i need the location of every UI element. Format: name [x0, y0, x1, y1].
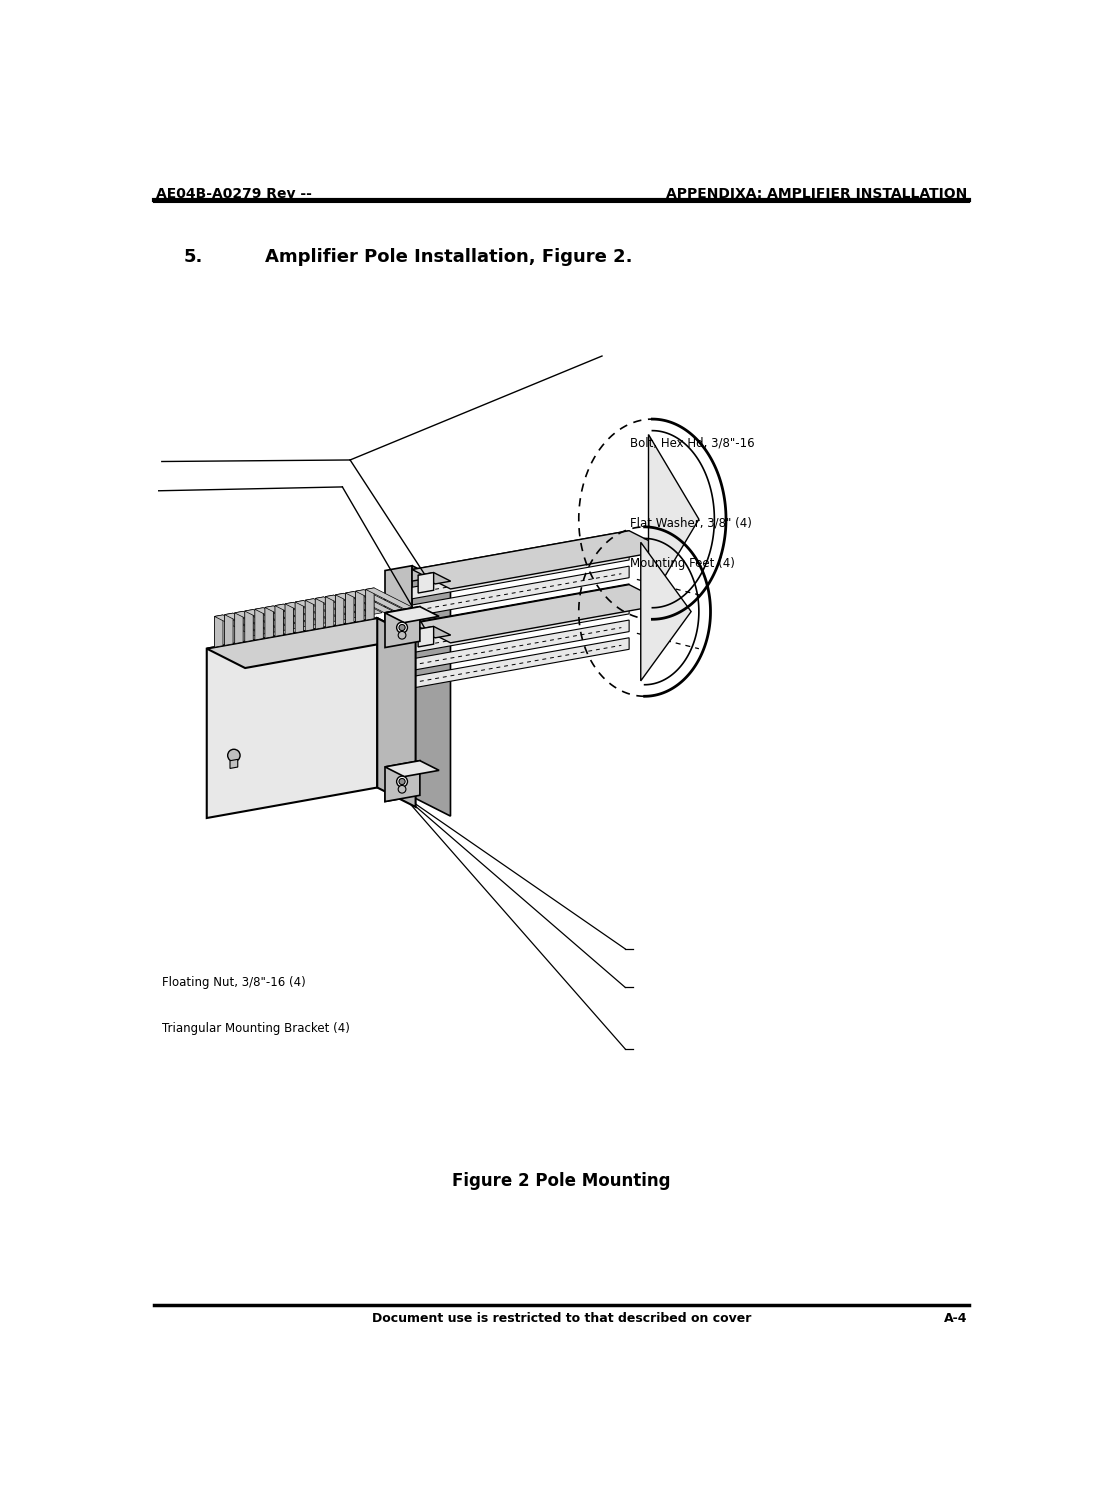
- Polygon shape: [412, 531, 629, 581]
- Polygon shape: [295, 601, 304, 632]
- Text: Document use is restricted to that described on cover: Document use is restricted to that descr…: [372, 1312, 752, 1325]
- Polygon shape: [412, 584, 667, 643]
- Polygon shape: [254, 608, 263, 640]
- Polygon shape: [285, 602, 294, 635]
- Polygon shape: [235, 611, 282, 632]
- Polygon shape: [215, 614, 261, 635]
- Circle shape: [399, 778, 406, 784]
- Text: Bolt, Hex Hd, 3/8"-16: Bolt, Hex Hd, 3/8"-16: [629, 437, 754, 449]
- Polygon shape: [230, 759, 238, 768]
- Polygon shape: [419, 573, 434, 593]
- Polygon shape: [412, 638, 629, 689]
- Polygon shape: [235, 611, 243, 644]
- Polygon shape: [412, 567, 629, 616]
- Polygon shape: [295, 601, 342, 622]
- Text: AE04B-A0279 Rev --: AE04B-A0279 Rev --: [157, 186, 312, 201]
- Text: Mounting Feet (4): Mounting Feet (4): [629, 558, 734, 570]
- Polygon shape: [326, 595, 373, 616]
- Polygon shape: [207, 619, 377, 819]
- Polygon shape: [385, 565, 412, 802]
- Polygon shape: [366, 587, 412, 608]
- Polygon shape: [377, 619, 415, 807]
- Polygon shape: [265, 605, 273, 638]
- Polygon shape: [335, 593, 383, 614]
- Polygon shape: [345, 592, 354, 623]
- Text: A-4: A-4: [944, 1312, 967, 1325]
- Polygon shape: [326, 595, 334, 628]
- Polygon shape: [412, 602, 629, 653]
- Circle shape: [228, 750, 240, 762]
- Text: Flat Washer, 3/8" (4): Flat Washer, 3/8" (4): [629, 517, 752, 529]
- Polygon shape: [649, 434, 699, 604]
- Polygon shape: [275, 604, 322, 625]
- Polygon shape: [316, 596, 362, 617]
- Text: Triangular Mounting Bracket (4): Triangular Mounting Bracket (4): [162, 1021, 351, 1035]
- Polygon shape: [345, 592, 392, 613]
- Polygon shape: [412, 565, 450, 816]
- Polygon shape: [244, 610, 292, 631]
- Polygon shape: [412, 620, 629, 671]
- Polygon shape: [275, 604, 284, 637]
- Polygon shape: [265, 605, 311, 626]
- Polygon shape: [419, 573, 450, 584]
- Polygon shape: [385, 607, 439, 623]
- Polygon shape: [207, 619, 415, 668]
- Polygon shape: [385, 607, 420, 647]
- Polygon shape: [225, 613, 233, 646]
- Polygon shape: [366, 587, 374, 620]
- Polygon shape: [215, 614, 222, 647]
- Polygon shape: [305, 599, 313, 631]
- Text: Floating Nut, 3/8"-16 (4): Floating Nut, 3/8"-16 (4): [162, 977, 306, 989]
- Text: APPENDIXA: AMPLIFIER INSTALLATION: APPENDIXA: AMPLIFIER INSTALLATION: [665, 186, 967, 201]
- Circle shape: [397, 777, 408, 787]
- Polygon shape: [412, 584, 629, 635]
- Polygon shape: [385, 760, 439, 777]
- Circle shape: [397, 622, 408, 634]
- Polygon shape: [355, 589, 364, 622]
- Polygon shape: [412, 584, 629, 634]
- Circle shape: [399, 625, 406, 631]
- Polygon shape: [385, 760, 420, 802]
- Polygon shape: [419, 626, 434, 647]
- Polygon shape: [419, 626, 450, 638]
- Circle shape: [398, 631, 406, 640]
- Polygon shape: [244, 610, 253, 641]
- Polygon shape: [355, 589, 402, 611]
- Polygon shape: [412, 549, 629, 599]
- Polygon shape: [335, 593, 344, 626]
- Polygon shape: [305, 599, 352, 620]
- Polygon shape: [285, 602, 332, 623]
- Polygon shape: [641, 543, 692, 681]
- Polygon shape: [412, 531, 667, 589]
- Text: Figure 2 Pole Mounting: Figure 2 Pole Mounting: [453, 1172, 671, 1190]
- Polygon shape: [316, 596, 323, 629]
- Text: Amplifier Pole Installation, Figure 2.: Amplifier Pole Installation, Figure 2.: [265, 248, 632, 267]
- Polygon shape: [225, 613, 272, 634]
- Text: 5.: 5.: [183, 248, 203, 267]
- Circle shape: [398, 786, 406, 793]
- Polygon shape: [254, 608, 301, 629]
